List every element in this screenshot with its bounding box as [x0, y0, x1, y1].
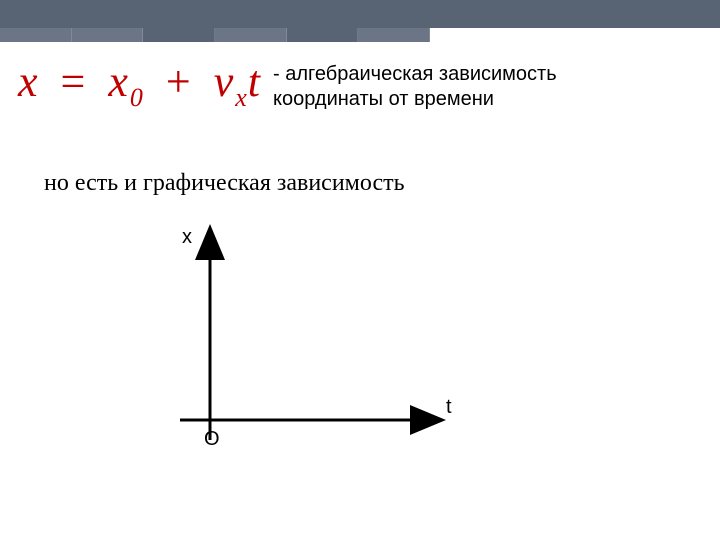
accent-seg [143, 28, 215, 42]
accent-seg [215, 28, 287, 42]
accent-seg [287, 28, 359, 42]
formula-annotation: - алгебраическая зависимость координаты … [273, 62, 563, 112]
accent-seg [0, 28, 72, 42]
header-bar [0, 0, 720, 28]
axes-svg [150, 220, 470, 470]
var-vx: vx [214, 57, 248, 106]
var-x: x [18, 57, 39, 106]
var-x0-sub: 0 [130, 83, 144, 112]
var-x0-base: x [108, 57, 129, 106]
equals-op: = [61, 57, 87, 106]
var-t: t [248, 57, 261, 106]
subtitle-text: но есть и графическая зависимость [44, 170, 405, 197]
x-axis-label: t [446, 396, 452, 419]
accent-strip [0, 28, 430, 42]
equation: x = x0 + vxt [18, 56, 261, 107]
var-vx-base: v [214, 57, 235, 106]
var-x0: x0 [108, 57, 144, 106]
plus-op: + [166, 57, 192, 106]
accent-seg [358, 28, 430, 42]
accent-seg [72, 28, 144, 42]
y-axis-label: х [182, 226, 192, 249]
formula-row: x = x0 + vxt - алгебраическая зависимост… [18, 56, 563, 112]
var-vx-sub: x [235, 83, 248, 112]
origin-label: О [204, 428, 220, 451]
coordinate-graph: х t О [150, 220, 470, 470]
